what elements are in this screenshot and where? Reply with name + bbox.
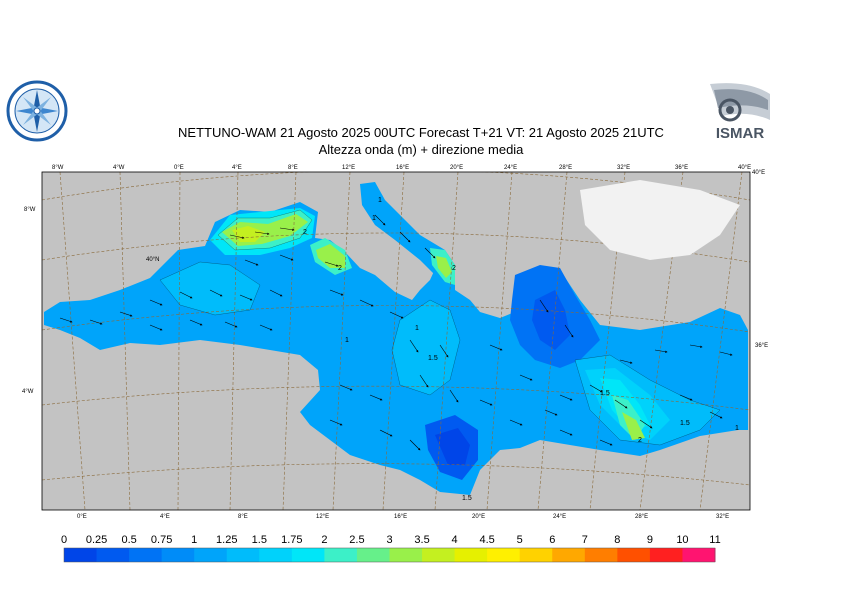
legend-label: 1 (191, 534, 198, 546)
svg-text:1: 1 (378, 197, 382, 204)
legend-label: 2 (321, 534, 328, 546)
legend-swatch (519, 548, 553, 562)
svg-text:0°E: 0°E (77, 514, 87, 520)
legend-swatch (259, 548, 293, 562)
map-subtitle: Altezza onda (m) + direzione media (318, 142, 524, 157)
svg-text:16°E: 16°E (394, 514, 407, 520)
svg-text:8°W: 8°W (52, 165, 64, 171)
svg-text:4°W: 4°W (22, 389, 34, 395)
adriatic-sea (360, 182, 455, 290)
legend-swatch (617, 548, 651, 562)
svg-text:40°N: 40°N (146, 257, 159, 263)
legend-swatch (487, 548, 521, 562)
legend-swatch (64, 548, 98, 562)
svg-text:40°E: 40°E (738, 165, 751, 171)
svg-text:1: 1 (372, 215, 376, 222)
legend-label: 3.5 (414, 534, 430, 546)
svg-text:20°E: 20°E (450, 165, 463, 171)
svg-text:2: 2 (452, 265, 456, 272)
svg-text:32°E: 32°E (716, 514, 729, 520)
svg-text:12°E: 12°E (316, 514, 329, 520)
svg-text:1.5: 1.5 (680, 420, 690, 427)
svg-text:0°E: 0°E (174, 165, 184, 171)
legend-swatch (129, 548, 163, 562)
graticule (42, 172, 750, 510)
legend-swatch (649, 548, 683, 562)
svg-text:24°E: 24°E (504, 165, 517, 171)
svg-text:20°E: 20°E (472, 514, 485, 520)
svg-text:28°E: 28°E (635, 514, 648, 520)
top-longitude-ticks: 8°W 4°W 0°E 4°E 8°E 12°E 16°E 20°E 24°E … (52, 165, 751, 171)
svg-text:12°E: 12°E (342, 165, 355, 171)
legend-swatch (552, 548, 586, 562)
legend-swatch (356, 548, 390, 562)
legend-swatch (324, 548, 358, 562)
svg-text:4°E: 4°E (232, 165, 242, 171)
contour-labels: 1 1 1 1 1.5 1.5 2 2 2 1.5 1 1.5 2 (303, 197, 739, 502)
svg-text:1.5: 1.5 (462, 495, 472, 502)
legend-swatch (422, 548, 456, 562)
svg-text:2: 2 (638, 437, 642, 444)
svg-text:2: 2 (338, 265, 342, 272)
legend-swatch (194, 548, 228, 562)
legend-swatch (96, 548, 130, 562)
svg-text:4°W: 4°W (113, 165, 125, 171)
svg-text:40°E: 40°E (752, 170, 765, 176)
map-title: NETTUNO-WAM 21 Agosto 2025 00UTC Forecas… (178, 125, 664, 140)
legend-swatch (226, 548, 260, 562)
svg-text:1: 1 (415, 325, 419, 332)
legend-label: 6 (549, 534, 556, 546)
legend-label: 4 (451, 534, 458, 546)
legend-label: 5 (516, 534, 523, 546)
svg-text:36°E: 36°E (675, 165, 688, 171)
svg-text:16°E: 16°E (396, 165, 409, 171)
svg-text:1.5: 1.5 (428, 355, 438, 362)
svg-text:1.5: 1.5 (600, 390, 610, 397)
legend-label: 11 (709, 534, 721, 546)
legend-label: 3 (386, 534, 393, 546)
ismar-logo-icon: ISMAR (708, 80, 772, 142)
compass-rose-logo-icon (6, 80, 68, 142)
svg-text:24°E: 24°E (553, 514, 566, 520)
svg-text:8°E: 8°E (288, 165, 298, 171)
svg-text:8°E: 8°E (238, 514, 248, 520)
legend-label: 0.5 (121, 534, 137, 546)
wave-direction-arrows (59, 214, 733, 451)
legend-swatch (291, 548, 325, 562)
legend-label: 0.25 (85, 534, 108, 546)
svg-text:36°E: 36°E (755, 343, 768, 349)
legend-label: 7 (581, 534, 588, 546)
legend-swatch (584, 548, 618, 562)
svg-text:1: 1 (345, 337, 349, 344)
side-ticks: 8°W 40°N 4°W 40°E 36°E (22, 170, 768, 395)
svg-text:32°E: 32°E (617, 165, 630, 171)
svg-text:28°E: 28°E (559, 165, 572, 171)
svg-text:1: 1 (735, 425, 739, 432)
legend-label: 0 (60, 534, 68, 546)
svg-text:8°W: 8°W (24, 207, 36, 213)
legend-label: 1.75 (281, 534, 303, 546)
legend-label: 1.25 (216, 534, 238, 546)
legend-label: 8 (614, 534, 621, 546)
svg-text:4°E: 4°E (160, 514, 170, 520)
legend-label: 10 (676, 534, 689, 546)
legend-swatch (161, 548, 195, 562)
legend-swatch (682, 548, 716, 562)
legend-label: 1.5 (251, 534, 267, 546)
legend-swatch (454, 548, 488, 562)
ismar-logo-text: ISMAR (716, 125, 765, 142)
legend-label: 2.5 (349, 534, 365, 546)
bottom-longitude-ticks: 0°E 4°E 8°E 12°E 16°E 20°E 24°E 28°E 32°… (77, 514, 729, 520)
svg-text:2: 2 (303, 229, 307, 236)
legend-label: 4.5 (479, 534, 495, 546)
legend-swatch (389, 548, 423, 562)
legend-label: 0.75 (150, 534, 173, 546)
legend-label: 9 (646, 534, 653, 546)
